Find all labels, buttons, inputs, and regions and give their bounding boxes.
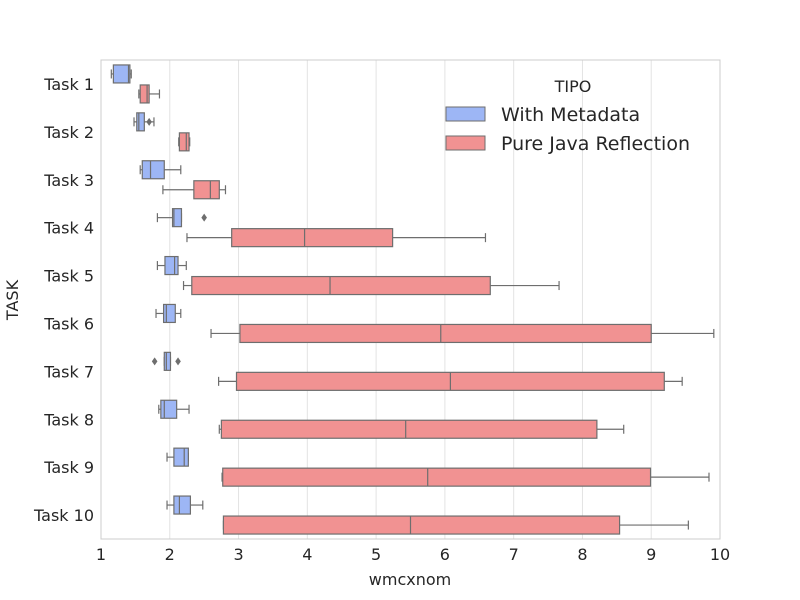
x-tick-label: 5 — [371, 545, 381, 564]
y-tick-label: Task 8 — [43, 410, 94, 429]
x-axis-label: wmcxnom — [369, 570, 451, 589]
box-iqr — [112, 64, 131, 84]
legend-swatch-with-metadata — [445, 106, 486, 122]
box-iqr — [193, 180, 220, 200]
box-pure-java-reflection-task-6 — [210, 323, 715, 344]
box-with-metadata-task-10 — [166, 495, 204, 515]
y-tick-labels: Task 1 Task 2 Task 3 Task 4 Task 5 Task 6 Task… — [33, 75, 94, 525]
series-pure-java-reflection — [138, 84, 715, 535]
box-iqr — [191, 275, 491, 296]
outlier-point — [175, 357, 181, 366]
box-with-metadata-task-7 — [151, 351, 181, 371]
box-iqr — [171, 208, 183, 228]
box-pure-java-reflection-task-2 — [178, 132, 191, 152]
legend-label-pure-java-reflection: Pure Java Reflection — [501, 133, 690, 155]
outlier-point — [146, 117, 152, 126]
x-tick-label: 4 — [302, 545, 312, 564]
legend-swatch-pure-java-reflection — [445, 135, 486, 151]
y-tick-label: Task 4 — [43, 219, 94, 238]
legend-title: TIPO — [554, 77, 592, 96]
box-pure-java-reflection-task-8 — [218, 419, 625, 439]
legend-label-with-metadata: With Metadata — [501, 104, 640, 126]
x-tick-label: 9 — [646, 545, 656, 564]
box-with-metadata-task-9 — [166, 447, 189, 467]
box-iqr — [231, 228, 394, 248]
box-pure-java-reflection-task-4 — [186, 228, 487, 248]
y-tick-label: Task 3 — [43, 171, 94, 190]
x-tick-label: 1 — [96, 545, 106, 564]
x-tick-label: 8 — [577, 545, 587, 564]
box-iqr — [173, 495, 192, 515]
box-iqr — [173, 447, 189, 467]
box-with-metadata-task-8 — [158, 399, 190, 419]
x-tick-label: 6 — [440, 545, 450, 564]
x-tick-label: 7 — [509, 545, 519, 564]
grid-lines — [169, 60, 652, 539]
y-tick-label: Task 7 — [43, 362, 94, 381]
box-iqr — [162, 303, 176, 324]
y-tick-label: Task 1 — [43, 75, 94, 94]
box-with-metadata-task-6 — [155, 303, 182, 324]
box-iqr — [164, 255, 179, 276]
box-pure-java-reflection-task-3 — [162, 180, 227, 200]
y-tick-label: Task 5 — [43, 267, 94, 286]
box-iqr — [220, 419, 598, 439]
y-tick-label: Task 6 — [43, 314, 94, 333]
y-tick-label: Task 9 — [43, 458, 94, 477]
box-iqr — [163, 351, 172, 371]
box-iqr — [178, 132, 190, 152]
box-with-metadata-task-5 — [156, 255, 187, 276]
plot-frame — [100, 59, 721, 540]
box-pure-java-reflection-task-1 — [138, 84, 161, 104]
box-iqr — [222, 467, 652, 487]
outlier-point — [201, 213, 207, 222]
legend: TIPO With Metadata Pure Java Reflection — [445, 77, 690, 155]
outlier-point — [151, 357, 158, 366]
box-iqr — [141, 160, 165, 180]
box-pure-java-reflection-task-9 — [221, 467, 710, 487]
box-iqr — [222, 515, 621, 535]
x-tick-labels: 1 2 3 4 5 6 7 8 9 10 — [96, 545, 730, 564]
box-with-metadata-task-1 — [110, 64, 132, 84]
box-pure-java-reflection-task-7 — [218, 371, 683, 391]
x-tick-label: 10 — [710, 545, 730, 564]
box-with-metadata-task-3 — [139, 160, 182, 180]
box-with-metadata-task-2 — [133, 112, 155, 132]
box-iqr — [160, 399, 178, 419]
box-iqr — [139, 84, 150, 104]
y-tick-label: Task 2 — [43, 123, 94, 142]
series-with-metadata — [110, 64, 207, 515]
box-pure-java-reflection-task-5 — [182, 275, 560, 296]
plot-background — [101, 60, 720, 539]
y-axis-label: TASK — [3, 279, 22, 321]
x-tick-label: 2 — [165, 545, 175, 564]
box-iqr — [239, 323, 652, 344]
box-series — [110, 64, 715, 535]
x-tick-label: 3 — [233, 545, 243, 564]
y-tick-label: Task 10 — [33, 506, 94, 525]
box-iqr — [136, 112, 145, 132]
box-pure-java-reflection-task-10 — [222, 515, 689, 535]
box-with-metadata-task-4 — [156, 208, 207, 228]
